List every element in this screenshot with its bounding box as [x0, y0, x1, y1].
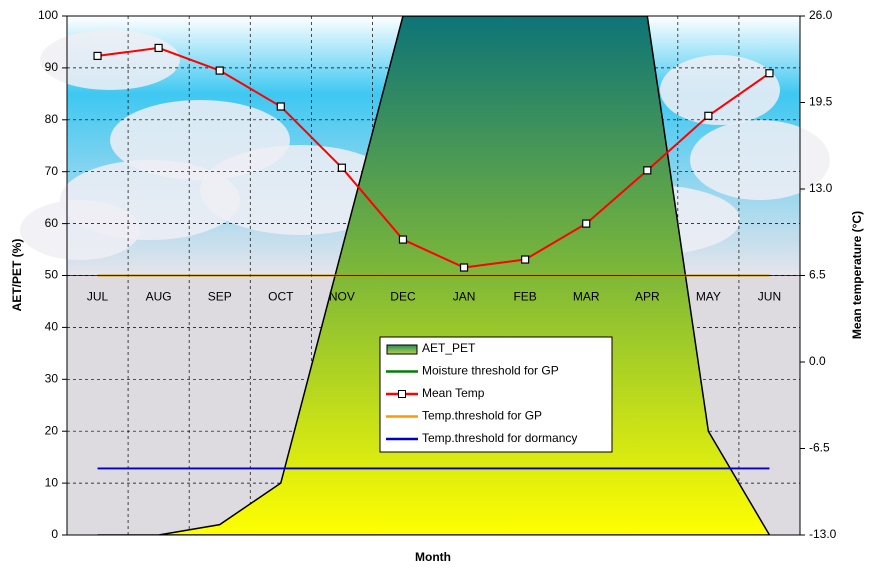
point	[216, 67, 223, 74]
y-axis-title: AET/PET (%)	[10, 239, 24, 312]
point	[583, 220, 590, 227]
legend-label: Temp.threshold for GP	[422, 409, 542, 423]
y-tick-label: 20	[45, 423, 59, 437]
y2-tick-label: 26.0	[809, 8, 833, 22]
cloud	[40, 30, 180, 90]
point	[277, 103, 284, 110]
cloud	[20, 200, 140, 260]
x-tick-label: MAY	[696, 290, 721, 304]
x-tick-label: AUG	[146, 290, 172, 304]
y2-tick-label: -13.0	[809, 527, 837, 541]
y2-tick-label: -6.5	[809, 441, 830, 455]
y-tick-label: 0	[51, 527, 58, 541]
x-tick-label: DEC	[390, 290, 416, 304]
y-tick-label: 100	[38, 8, 58, 22]
y2-axis-title: Mean temperature (°C)	[850, 211, 864, 339]
chart: 0 10 20 30 40 50 60 70 80 90 100 26.0 19.5 13.0 6.5 0.0…	[0, 0, 869, 569]
y-tick-label: 70	[45, 164, 59, 178]
legend-label: Moisture threshold for GP	[422, 364, 559, 378]
legend-label: Mean Temp	[422, 386, 485, 400]
y2-tick-label: 19.5	[809, 95, 833, 109]
point	[399, 236, 406, 243]
y2-tick-label: 13.0	[809, 181, 833, 195]
point	[461, 264, 468, 271]
x-tick-label: SEP	[208, 290, 232, 304]
point	[522, 256, 529, 263]
legend-marker	[399, 391, 406, 398]
point	[155, 44, 162, 51]
x-tick-label: OCT	[268, 290, 294, 304]
y-tick-label: 50	[45, 268, 59, 282]
point	[705, 112, 712, 119]
y-tick-label: 90	[45, 60, 59, 74]
x-tick-label: JAN	[453, 290, 476, 304]
legend-swatch	[387, 345, 417, 354]
legend-label: AET_PET	[422, 341, 476, 355]
x-tick-label: JUN	[758, 290, 781, 304]
y-tick-label: 30	[45, 371, 59, 385]
point	[644, 167, 651, 174]
y-tick-label: 40	[45, 320, 59, 334]
x-axis-title: Month	[415, 550, 451, 564]
y2-tick-label: 0.0	[809, 354, 826, 368]
legend-label: Temp.threshold for dormancy	[422, 431, 577, 445]
point	[766, 70, 773, 77]
y2-tick-label: 6.5	[809, 268, 826, 282]
x-tick-label: NOV	[329, 290, 355, 304]
x-tick-label: FEB	[513, 290, 536, 304]
y-tick-label: 10	[45, 475, 59, 489]
point	[94, 52, 101, 59]
x-tick-label: APR	[635, 290, 660, 304]
point	[338, 164, 345, 171]
x-tick-label: JUL	[87, 290, 109, 304]
y-tick-label: 60	[45, 216, 59, 230]
y-tick-label: 80	[45, 112, 59, 126]
x-tick-label: MAR	[573, 290, 600, 304]
